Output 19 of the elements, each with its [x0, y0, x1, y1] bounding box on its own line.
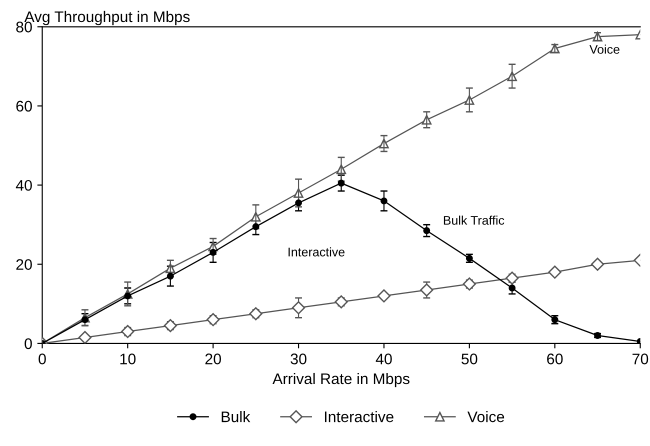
x-tick-label: 50 [462, 354, 478, 364]
x-tick-label: 0 [38, 354, 46, 364]
y-tick-label: 60 [16, 100, 32, 112]
x-tick-label: 70 [632, 354, 648, 364]
x-tick-label: 20 [205, 354, 222, 364]
annotation: Interactive [288, 247, 345, 256]
legend-label: Interactive [324, 411, 394, 422]
annotation: Bulk Traffic [444, 216, 504, 225]
x-tick-label: 30 [290, 354, 306, 364]
legend-label: Bulk [222, 411, 250, 422]
x-tick-label: 10 [120, 354, 136, 364]
y-tick-label: 0 [24, 338, 32, 350]
y-tick-label: 40 [16, 180, 32, 191]
x-tick-label: 60 [547, 354, 563, 364]
x-axis-title: Arrival Rate in Mbps [272, 372, 410, 388]
x-tick-label: 40 [376, 354, 392, 364]
legend-label: Voice [467, 411, 504, 422]
y-tick-label: 20 [16, 259, 32, 270]
annotation: Voice [589, 44, 620, 54]
